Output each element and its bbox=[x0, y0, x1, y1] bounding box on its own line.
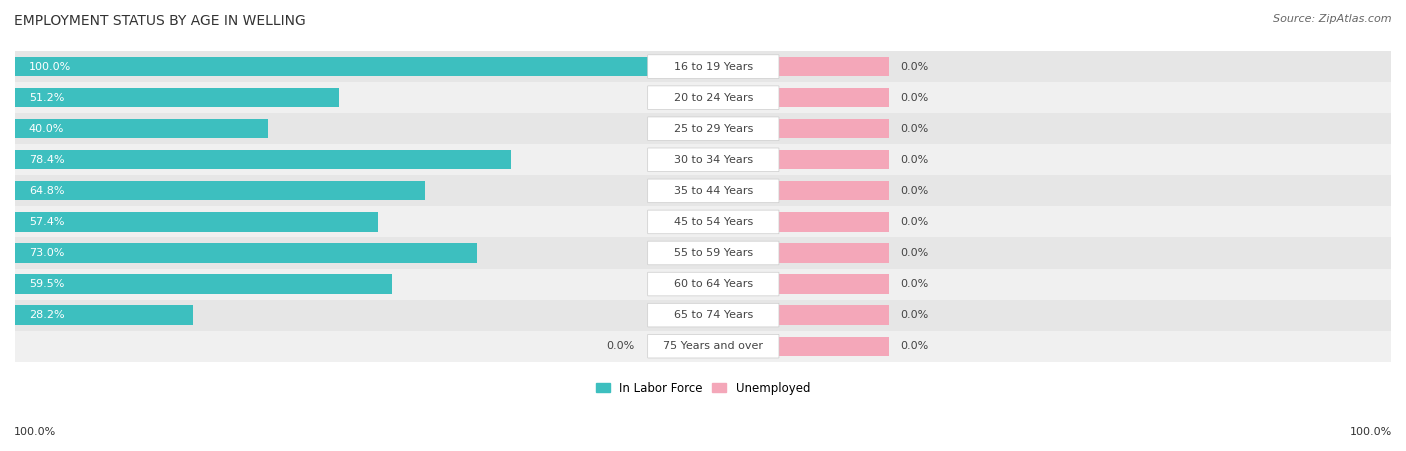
Text: 0.0%: 0.0% bbox=[900, 341, 928, 351]
FancyBboxPatch shape bbox=[648, 241, 779, 265]
Text: 40.0%: 40.0% bbox=[28, 124, 65, 134]
Text: 0.0%: 0.0% bbox=[900, 92, 928, 103]
Bar bbox=[15, 51, 1391, 82]
Text: 28.2%: 28.2% bbox=[28, 310, 65, 320]
Bar bbox=[15, 207, 1391, 238]
Text: 73.0%: 73.0% bbox=[28, 248, 65, 258]
Text: 51.2%: 51.2% bbox=[28, 92, 65, 103]
Text: 0.0%: 0.0% bbox=[900, 62, 928, 72]
Bar bbox=[779, 181, 889, 201]
Bar bbox=[15, 274, 392, 294]
Bar bbox=[779, 244, 889, 262]
Text: 0.0%: 0.0% bbox=[900, 279, 928, 289]
Text: 45 to 54 Years: 45 to 54 Years bbox=[673, 217, 754, 227]
Bar bbox=[779, 212, 889, 231]
Text: 20 to 24 Years: 20 to 24 Years bbox=[673, 92, 754, 103]
Text: 100.0%: 100.0% bbox=[1350, 428, 1392, 437]
FancyBboxPatch shape bbox=[648, 179, 779, 202]
Text: 0.0%: 0.0% bbox=[900, 248, 928, 258]
Bar bbox=[15, 150, 512, 170]
FancyBboxPatch shape bbox=[648, 210, 779, 234]
Text: 0.0%: 0.0% bbox=[606, 341, 634, 351]
Bar bbox=[779, 336, 889, 356]
FancyBboxPatch shape bbox=[648, 272, 779, 296]
FancyBboxPatch shape bbox=[648, 117, 779, 141]
Text: 57.4%: 57.4% bbox=[28, 217, 65, 227]
Text: 35 to 44 Years: 35 to 44 Years bbox=[673, 186, 754, 196]
FancyBboxPatch shape bbox=[648, 304, 779, 327]
Bar bbox=[15, 113, 1391, 144]
Text: 100.0%: 100.0% bbox=[14, 428, 56, 437]
Text: 75 Years and over: 75 Years and over bbox=[664, 341, 763, 351]
Bar bbox=[779, 88, 889, 107]
Legend: In Labor Force, Unemployed: In Labor Force, Unemployed bbox=[591, 377, 815, 399]
Bar bbox=[15, 305, 194, 325]
Bar bbox=[15, 238, 1391, 268]
Bar bbox=[15, 212, 378, 231]
Text: EMPLOYMENT STATUS BY AGE IN WELLING: EMPLOYMENT STATUS BY AGE IN WELLING bbox=[14, 14, 307, 28]
Bar bbox=[15, 119, 269, 138]
Bar bbox=[15, 57, 648, 76]
Text: 0.0%: 0.0% bbox=[900, 124, 928, 134]
Bar bbox=[779, 119, 889, 138]
Bar bbox=[15, 244, 477, 262]
Text: 0.0%: 0.0% bbox=[900, 310, 928, 320]
Bar bbox=[15, 331, 1391, 362]
Bar bbox=[15, 181, 425, 201]
Bar bbox=[779, 150, 889, 170]
Bar bbox=[15, 175, 1391, 207]
Text: 100.0%: 100.0% bbox=[28, 62, 72, 72]
Bar bbox=[779, 305, 889, 325]
Text: 16 to 19 Years: 16 to 19 Years bbox=[673, 62, 752, 72]
Bar bbox=[15, 299, 1391, 331]
Text: Source: ZipAtlas.com: Source: ZipAtlas.com bbox=[1274, 14, 1392, 23]
Text: 64.8%: 64.8% bbox=[28, 186, 65, 196]
Text: 78.4%: 78.4% bbox=[28, 155, 65, 165]
Text: 30 to 34 Years: 30 to 34 Years bbox=[673, 155, 752, 165]
Text: 60 to 64 Years: 60 to 64 Years bbox=[673, 279, 752, 289]
Bar bbox=[15, 144, 1391, 175]
Bar bbox=[779, 57, 889, 76]
Bar bbox=[15, 82, 1391, 113]
Bar bbox=[779, 274, 889, 294]
FancyBboxPatch shape bbox=[648, 86, 779, 110]
Bar bbox=[15, 88, 339, 107]
FancyBboxPatch shape bbox=[648, 334, 779, 358]
Text: 0.0%: 0.0% bbox=[900, 186, 928, 196]
FancyBboxPatch shape bbox=[648, 55, 779, 78]
Text: 25 to 29 Years: 25 to 29 Years bbox=[673, 124, 754, 134]
Text: 0.0%: 0.0% bbox=[900, 155, 928, 165]
Text: 65 to 74 Years: 65 to 74 Years bbox=[673, 310, 754, 320]
Text: 0.0%: 0.0% bbox=[900, 217, 928, 227]
Bar bbox=[15, 268, 1391, 299]
Text: 55 to 59 Years: 55 to 59 Years bbox=[673, 248, 752, 258]
Text: 59.5%: 59.5% bbox=[28, 279, 65, 289]
FancyBboxPatch shape bbox=[648, 148, 779, 172]
